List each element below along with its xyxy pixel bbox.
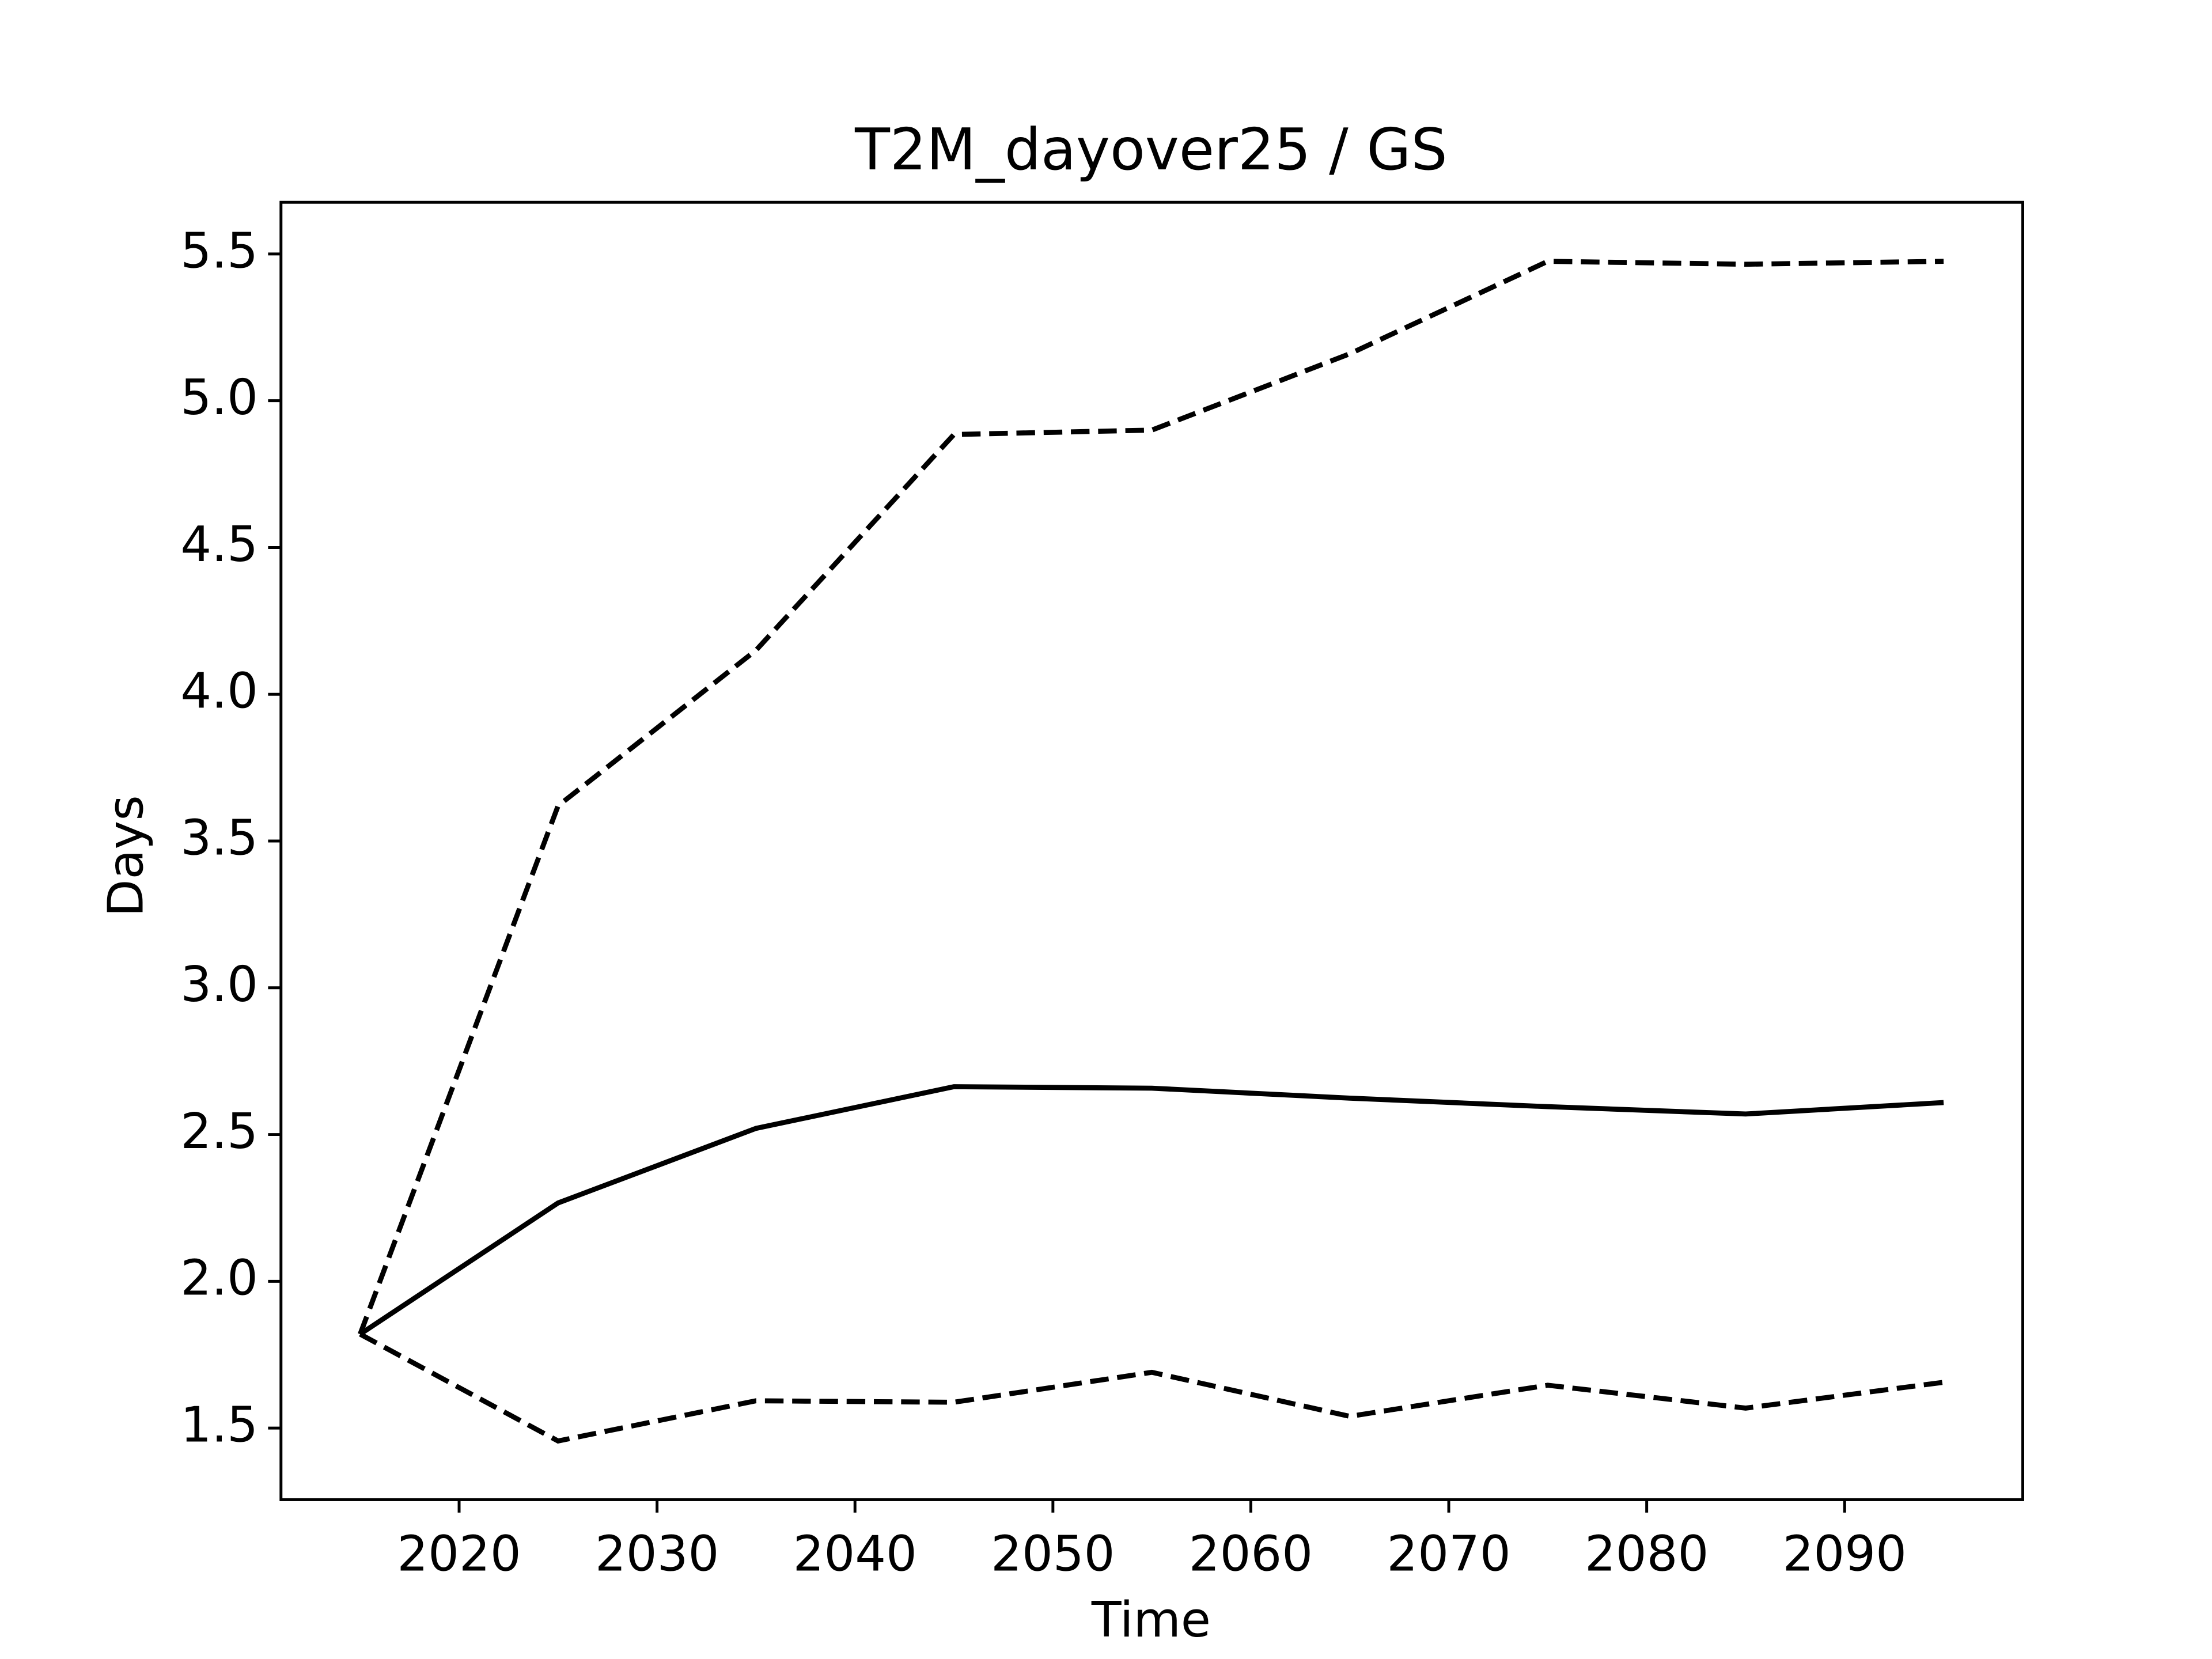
y-axis-label: Days	[97, 795, 154, 916]
x-tick-label: 2080	[1585, 1525, 1709, 1582]
series-line	[358, 1084, 1944, 1336]
x-tick-label: 2030	[595, 1525, 719, 1582]
y-tick-label: 3.0	[180, 956, 258, 1013]
x-tick-label: 2020	[397, 1525, 521, 1582]
y-tick-label: 1.5	[180, 1396, 258, 1453]
x-tick-label: 2060	[1189, 1525, 1313, 1582]
y-tick-label: 5.5	[180, 222, 258, 279]
y-tick-label: 2.5	[180, 1103, 258, 1160]
x-axis-label: Time	[1091, 1591, 1211, 1648]
y-tick-label: 5.0	[180, 369, 258, 426]
x-tick-label: 2070	[1387, 1525, 1510, 1582]
x-tick-label: 2040	[793, 1525, 917, 1582]
y-tick-label: 4.0	[180, 662, 258, 719]
chart-title: T2M_dayover25 / GS	[854, 117, 1448, 183]
plot-frame	[279, 200, 2024, 1501]
series-line	[358, 259, 1944, 1335]
x-tick-label: 2090	[1783, 1525, 1907, 1582]
series-line	[359, 1332, 1944, 1444]
y-tick-label: 2.0	[180, 1249, 258, 1306]
y-tick-label: 4.5	[180, 516, 258, 573]
y-tick-label: 3.5	[180, 809, 258, 866]
x-tick-label: 2050	[991, 1525, 1115, 1582]
